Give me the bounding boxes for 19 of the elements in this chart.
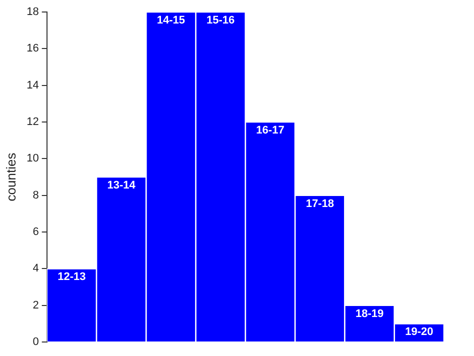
y-tick-label: 16 — [26, 42, 39, 55]
y-tick-label: 2 — [32, 299, 39, 312]
y-tick-label: 10 — [26, 152, 39, 165]
y-tick-label: 12 — [26, 116, 39, 128]
x-tick-label: 17-18 — [306, 198, 334, 210]
x-tick-label: 16-17 — [256, 124, 284, 137]
x-tick-label: 14-15 — [156, 14, 186, 27]
x-tick-label: 19-20 — [405, 326, 434, 338]
y-tick-label: 14 — [26, 79, 39, 92]
x-tick-label: 12-13 — [58, 271, 86, 284]
y-tick-label: 4 — [32, 262, 39, 275]
y-tick-label: 6 — [32, 226, 39, 238]
x-tick-label: 18-19 — [355, 308, 384, 320]
y-tick-label: 18 — [26, 6, 39, 18]
y-tick-label: 8 — [32, 189, 39, 202]
x-tick-label: 15-16 — [206, 14, 235, 27]
x-tick-label: 13-14 — [107, 180, 136, 192]
y-axis-title: counties — [3, 152, 18, 202]
y-tick-label: 0 — [32, 336, 39, 348]
